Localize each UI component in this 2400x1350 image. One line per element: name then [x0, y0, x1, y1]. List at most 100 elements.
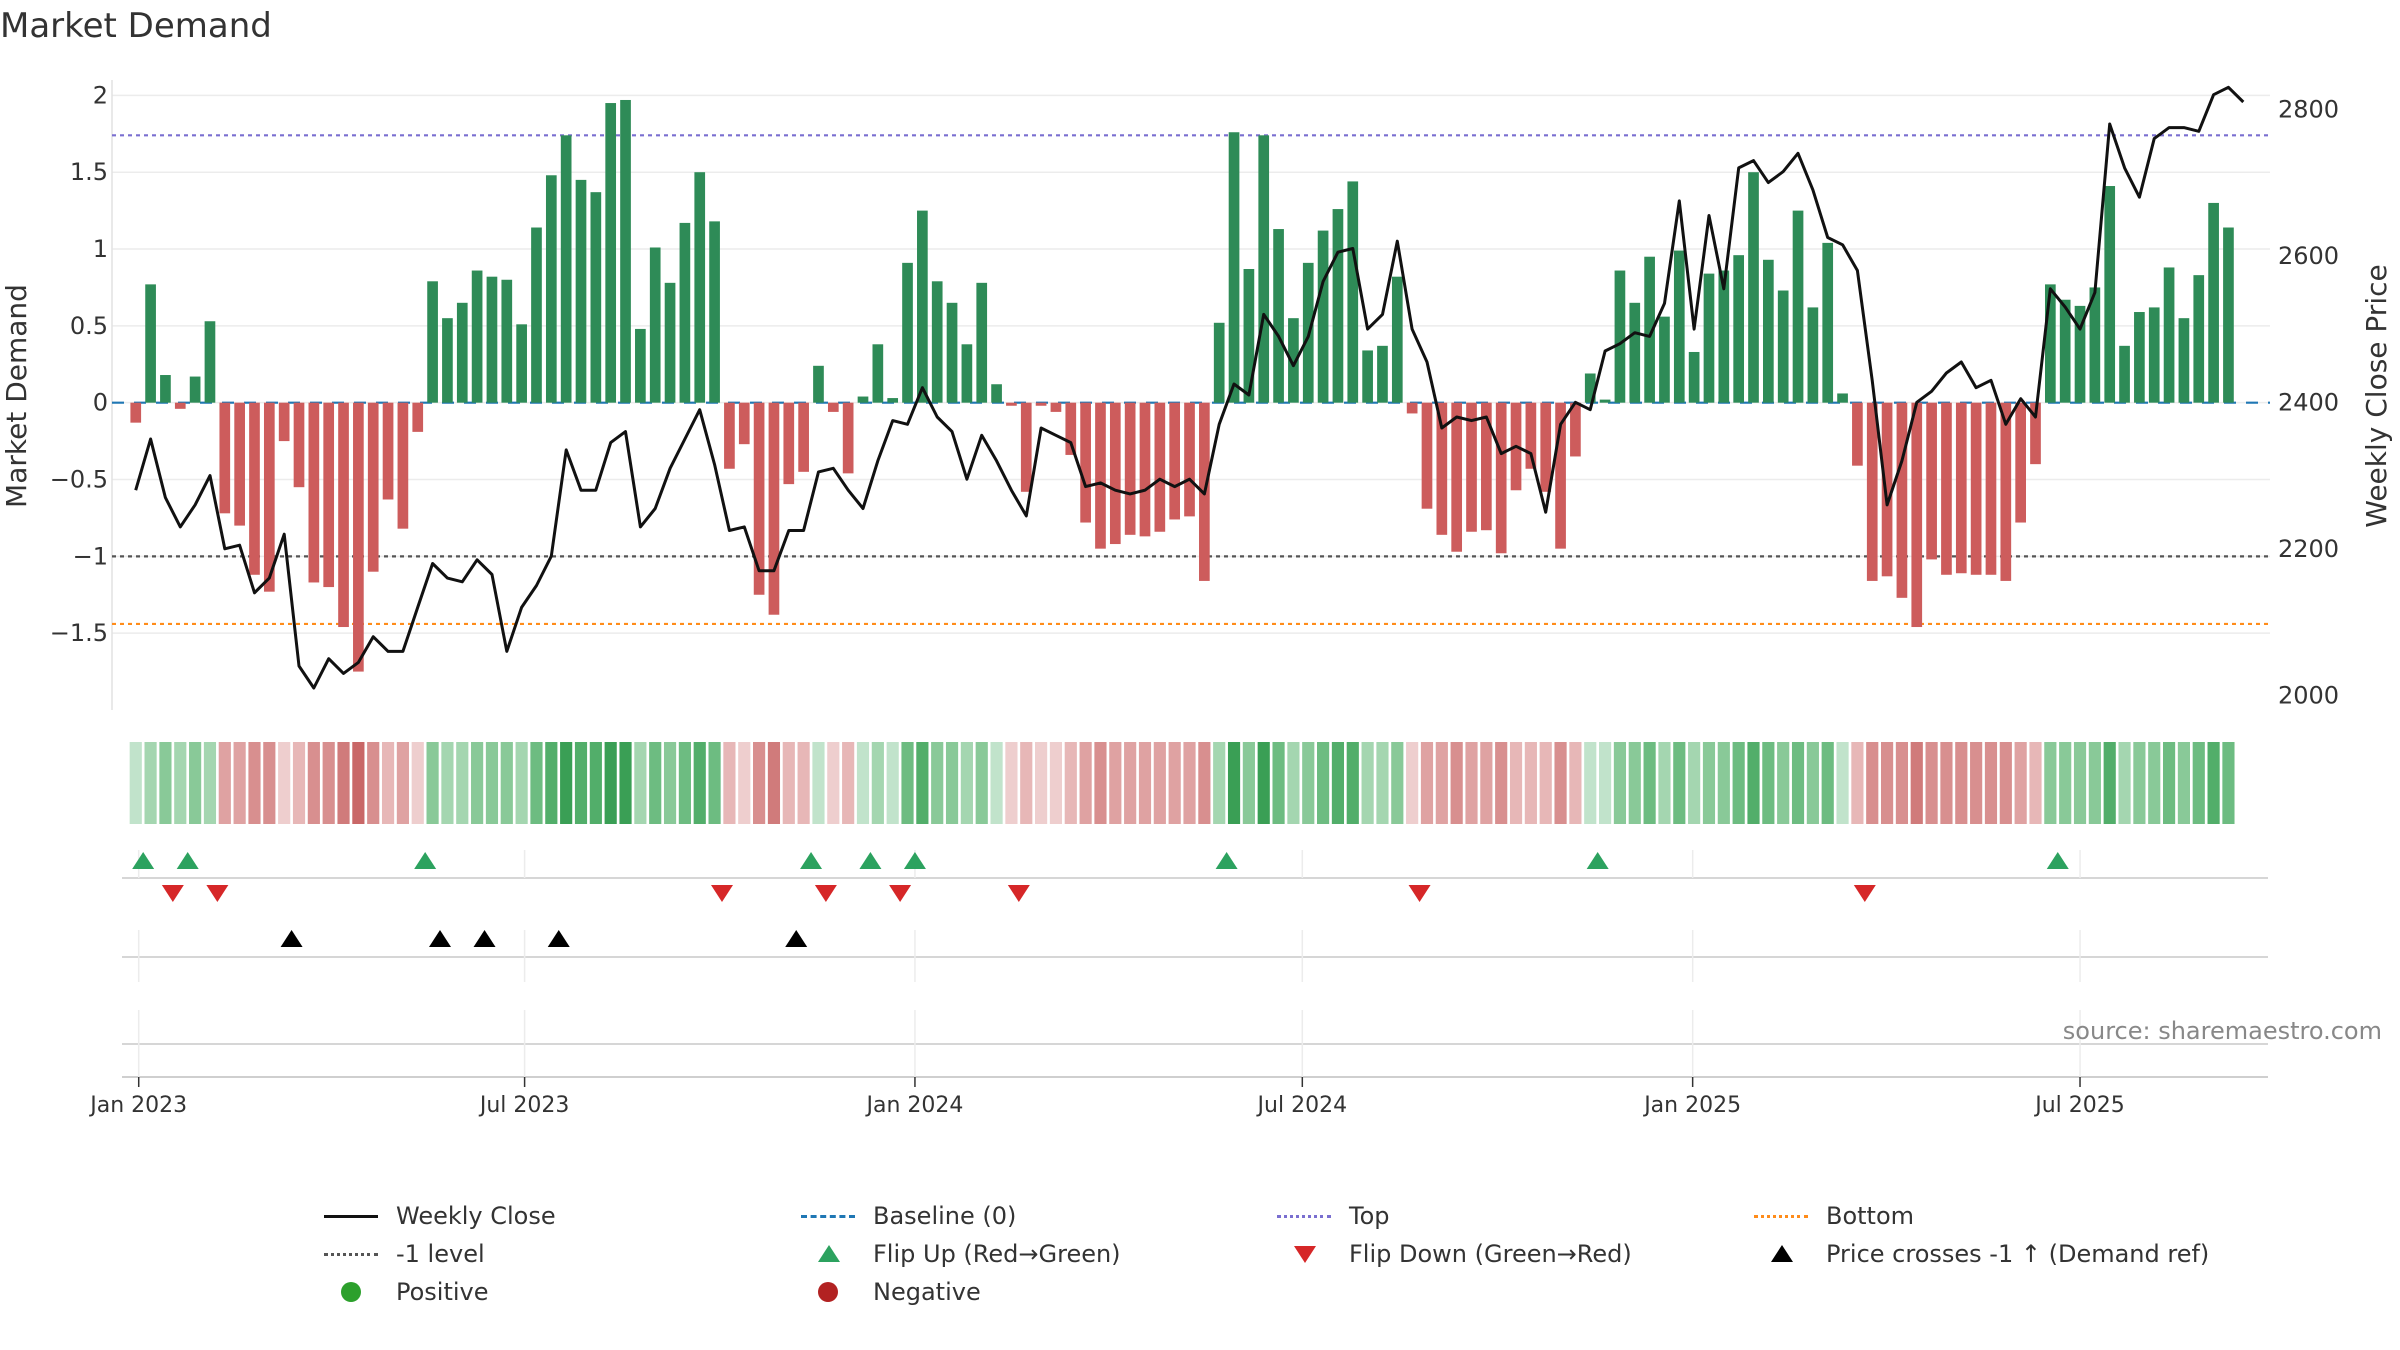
demand-bar — [1718, 270, 1730, 403]
legend-label: -1 level — [396, 1240, 485, 1268]
demand-bar — [2089, 287, 2101, 403]
demand-bar — [471, 270, 483, 403]
demand-bar — [1406, 402, 1418, 414]
y2-tick-label: 2800 — [2278, 95, 2339, 123]
flip-up-marker — [859, 852, 882, 869]
flip-up-marker — [176, 852, 199, 869]
x-tick-label: Jan 2023 — [88, 1093, 187, 1118]
strip-cell — [1895, 742, 1909, 824]
demand-bar — [1748, 172, 1759, 403]
legend-item-flip-down: Flip Down (Green→Red) — [1273, 1236, 1632, 1272]
strip-cell — [456, 742, 469, 824]
demand-bar — [382, 402, 394, 500]
strip-cell — [842, 742, 855, 824]
demand-bar — [635, 328, 646, 403]
demand-bar — [1169, 402, 1181, 520]
source-annotation: source: sharemaestro.com — [2063, 1017, 2382, 1045]
flip-down-marker — [1007, 885, 1030, 902]
strip-cell — [2029, 742, 2042, 824]
demand-bar — [204, 321, 216, 403]
demand-bar — [2134, 312, 2145, 403]
demand-bar — [2104, 186, 2116, 403]
demand-bar — [917, 210, 928, 403]
strip-cell — [1658, 742, 1671, 824]
flip-down-marker — [1853, 885, 1876, 902]
strip-cell — [248, 742, 261, 824]
strip-cell — [604, 742, 617, 824]
demand-bar — [798, 402, 809, 472]
demand-bar — [827, 402, 839, 412]
strip-cell — [2088, 742, 2101, 824]
demand-bar — [605, 103, 617, 403]
strip-cell — [708, 742, 721, 824]
y2-tick-label: 2600 — [2278, 242, 2339, 270]
strip-cell — [738, 742, 751, 824]
strip-cell — [381, 742, 395, 824]
flip-up-marker — [2046, 852, 2069, 869]
strip-cell — [1628, 742, 1641, 824]
demand-bar — [456, 302, 468, 403]
demand-bar — [1985, 402, 1997, 575]
demand-bar — [1495, 402, 1507, 554]
strip-cell — [916, 742, 929, 824]
strip-cell — [1999, 742, 2012, 824]
legend-item-flip-up: Flip Up (Red→Green) — [797, 1236, 1121, 1272]
demand-bar — [397, 402, 409, 529]
demand-bar — [1481, 402, 1492, 531]
strip-cell — [1346, 742, 1359, 824]
demand-bar — [709, 221, 720, 403]
y-tick-label: −1.5 — [50, 619, 108, 647]
strip-cell — [753, 742, 766, 824]
demand-bar — [2059, 299, 2071, 403]
strip-cell — [634, 742, 647, 824]
demand-bar — [2015, 402, 2027, 523]
chart-legend: Weekly Close Baseline (0) Top Bottom -1 … — [0, 1198, 2400, 1328]
demand-bar — [2208, 202, 2219, 403]
demand-bar — [234, 402, 245, 526]
demand-bar — [1688, 351, 1700, 403]
demand-bar — [813, 365, 824, 403]
demand-bar — [263, 402, 275, 592]
demand-bar — [902, 262, 913, 403]
demand-bar — [1822, 242, 1834, 403]
strip-cell — [782, 742, 795, 824]
strip-cell — [352, 742, 365, 824]
price-cross-marker — [280, 930, 303, 947]
demand-bar — [575, 179, 587, 403]
strip-cell — [901, 742, 914, 824]
demand-bar — [560, 135, 572, 403]
demand-bar — [1139, 402, 1151, 537]
demand-bar — [1644, 256, 1655, 403]
strip-cell — [1227, 742, 1241, 824]
demand-bar — [1228, 132, 1240, 403]
demand-bar — [931, 281, 943, 403]
strip-cell — [945, 742, 959, 824]
flip-up-marker — [414, 852, 437, 869]
x-axis-ticks: Jan 2023 Jul 2023 Jan 2024 Jul 2024 Jan 2025… — [88, 1077, 2125, 1118]
demand-bar — [1733, 255, 1745, 403]
demand-bar — [1035, 402, 1047, 406]
strip-cell — [1376, 742, 1389, 824]
demand-bar — [2223, 227, 2234, 403]
dotted-line-swatch — [320, 1236, 382, 1272]
y-axis-label: Market Demand — [0, 284, 33, 508]
strip-cell — [1079, 742, 1092, 824]
strip-cell — [1450, 742, 1463, 824]
strip-cell — [1866, 742, 1879, 824]
strip-cell — [2014, 742, 2027, 824]
strip-cell — [2162, 742, 2176, 824]
demand-bar — [724, 402, 735, 469]
demand-bar — [2044, 284, 2056, 403]
strip-cell — [292, 742, 306, 824]
demand-bar — [1362, 350, 1373, 403]
strip-cell — [189, 742, 202, 824]
legend-item-minus1-level: -1 level — [320, 1236, 485, 1272]
x-tick-label: Jul 2025 — [2033, 1093, 2125, 1118]
strip-cell — [2192, 742, 2205, 824]
demand-bar — [1243, 269, 1255, 403]
strip-cell — [1257, 742, 1270, 824]
strip-cell — [1821, 742, 1834, 824]
dotted-line-swatch — [1273, 1198, 1335, 1234]
strip-cell — [426, 742, 439, 824]
demand-bar — [442, 318, 453, 403]
